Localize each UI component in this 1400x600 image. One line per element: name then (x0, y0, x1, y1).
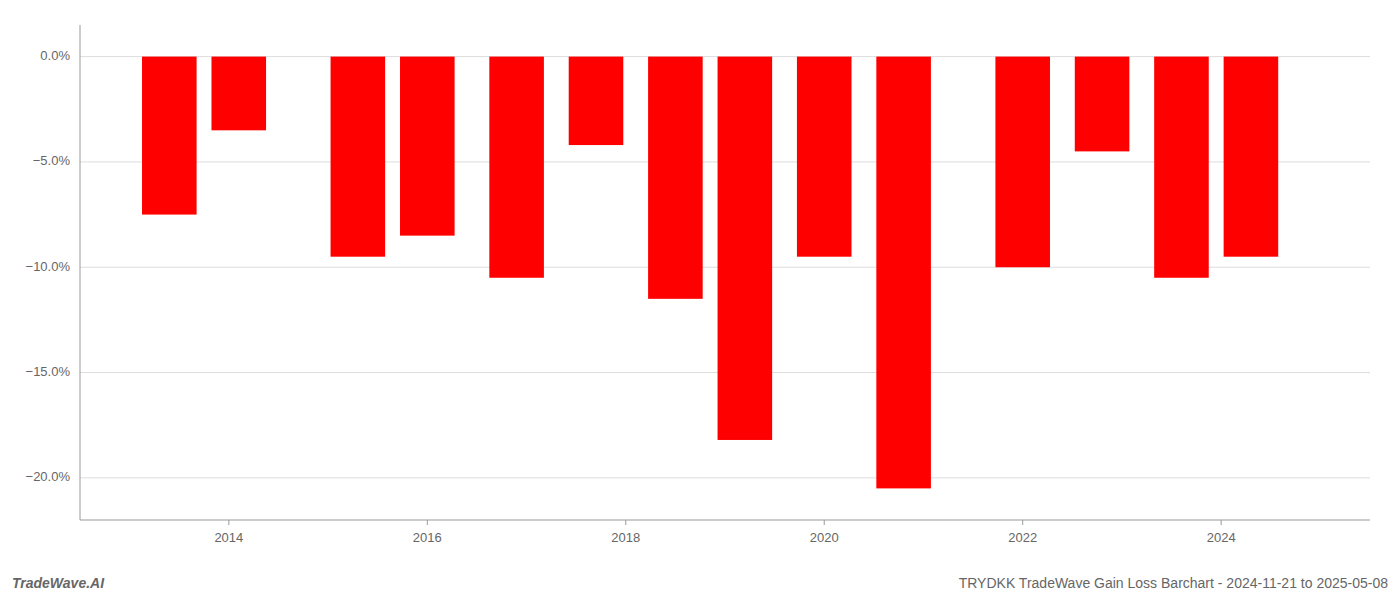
bar (489, 57, 544, 278)
bar (1154, 57, 1209, 278)
y-axis-line (80, 25, 81, 520)
y-tick-label: −10.0% (26, 259, 71, 274)
bar (400, 57, 455, 236)
y-tick-label: 0.0% (40, 48, 70, 63)
bar (142, 57, 197, 215)
y-grid (80, 57, 1370, 478)
bar (876, 57, 931, 489)
x-tick (1221, 520, 1222, 525)
bar (797, 57, 852, 257)
bar (569, 57, 624, 145)
grid-line (80, 477, 1370, 478)
y-tick-label: −15.0% (26, 364, 71, 379)
bar (718, 57, 773, 440)
footer-right: TRYDKK TradeWave Gain Loss Barchart - 20… (959, 575, 1389, 591)
x-tick (625, 520, 626, 525)
bar (995, 57, 1050, 268)
x-tick (427, 520, 428, 525)
y-tick-label: −5.0% (33, 153, 71, 168)
bar (211, 57, 266, 131)
y-tick-label: −20.0% (26, 469, 71, 484)
x-tick-label: 2022 (1008, 530, 1037, 545)
x-tick-label: 2018 (611, 530, 640, 545)
footer-left: TradeWave.AI (12, 575, 105, 591)
bar (1075, 57, 1130, 152)
chart-container: 0.0% −5.0% −10.0% −15.0% −20.0% 2014 2016 2018 2… (0, 0, 1400, 600)
x-tick-label: 2020 (810, 530, 839, 545)
x-tick (228, 520, 229, 525)
chart-svg: 0.0% −5.0% −10.0% −15.0% −20.0% 2014 2016 2018 2… (0, 0, 1400, 600)
bar (648, 57, 703, 299)
x-tick-label: 2016 (413, 530, 442, 545)
x-axis-line (80, 520, 1370, 521)
x-tick-label: 2014 (214, 530, 243, 545)
x-tick-label: 2024 (1207, 530, 1236, 545)
bar (331, 57, 386, 257)
bars (142, 57, 1278, 489)
x-tick (1022, 520, 1023, 525)
x-tick (824, 520, 825, 525)
bar (1224, 57, 1279, 257)
